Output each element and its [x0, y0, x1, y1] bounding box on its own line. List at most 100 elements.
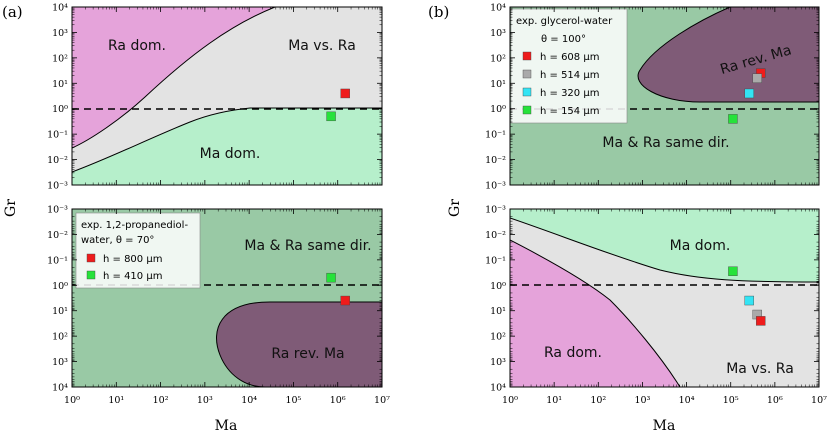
legend-b-title-1: exp. glycerol-water — [516, 16, 613, 27]
panel-a-top-frame — [71, 6, 383, 186]
y-tick-label: 10¹ — [52, 79, 68, 90]
region-ma-dom — [72, 108, 382, 185]
legend-b-entry-1: h = 608 μm — [540, 52, 599, 63]
y-tick-label: 10¹ — [490, 79, 506, 90]
legend-b-entry-4: h = 154 μm — [540, 106, 599, 117]
y-tick-label: 10³ — [52, 357, 68, 368]
legend-a: exp. 1,2-propanediol- water, θ = 70° h =… — [75, 212, 201, 289]
y-tick-label: 10⁰ — [490, 104, 506, 115]
label-ra-dom: Ra dom. — [108, 38, 166, 54]
y-tick-label: 10⁰ — [52, 104, 68, 115]
y-tick-label: 10² — [52, 332, 68, 343]
y-tick-label: 10⁻² — [47, 230, 68, 241]
region-ra-rev — [638, 7, 819, 102]
legend-a-marker-green — [86, 270, 96, 280]
y-tick-label: 10⁻² — [485, 155, 506, 166]
data-point-red — [340, 295, 350, 306]
y-tick-label: 10³ — [490, 28, 506, 39]
boundary-ra-rev — [637, 7, 819, 103]
x-tick-label: 10⁷ — [811, 395, 827, 406]
region-ra-dom — [510, 240, 680, 387]
legend-a-entry-1: h = 800 μm — [103, 254, 162, 265]
legend-a-title-2: water, θ = 70° — [81, 235, 154, 246]
legend-b-marker-green — [522, 105, 532, 115]
x-tick-label: 10⁶ — [330, 395, 346, 406]
y-tick-label: 10⁰ — [52, 281, 68, 292]
y-tick-label: 10⁻³ — [485, 181, 506, 192]
data-point-green — [326, 272, 336, 283]
y-tick-label: 10² — [490, 53, 506, 64]
y-tick-label: 10⁻¹ — [47, 255, 68, 266]
x-tick-label: 10¹ — [108, 395, 124, 406]
boundary-ra-dom — [510, 239, 681, 387]
y-tick-label: 10⁴ — [490, 3, 506, 14]
legend-a-box — [75, 212, 201, 289]
label-ma-dom: Ma dom. — [200, 146, 261, 162]
y-tick-label: 10⁴ — [490, 383, 506, 394]
x-tick-label: 10⁰ — [502, 395, 518, 406]
legend-b-entry-3: h = 320 μm — [540, 88, 599, 99]
legend-b-entry-2: h = 514 μm — [540, 70, 599, 81]
legend-a-entry-2: h = 410 μm — [103, 271, 162, 282]
label-ra-rev: Ra rev. Ma — [271, 346, 344, 362]
x-tick-label: 10⁴ — [679, 395, 695, 406]
data-point-green — [728, 114, 738, 124]
x-tick-label: 10⁵ — [285, 395, 301, 406]
y-tick-label: 10⁻¹ — [485, 255, 506, 266]
boundary-ra-ma — [72, 7, 276, 149]
data-point-gray — [752, 73, 762, 83]
y-tick-label: 10³ — [490, 357, 506, 368]
boundary-ma-dom — [510, 217, 819, 283]
panel-b-label: (b) — [428, 3, 449, 21]
label-ma-vs-ra: Ma vs. Ra — [288, 38, 356, 54]
panel-b-xlabel: Ma — [653, 418, 676, 434]
data-point-cyan — [744, 295, 754, 306]
data-point-red — [756, 316, 766, 326]
x-tick-label: 10³ — [197, 395, 213, 406]
legend-b-title-2: θ = 100° — [541, 34, 586, 45]
legend-a-marker-red — [86, 253, 96, 263]
label-same-dir: Ma & Ra same dir. — [244, 238, 371, 254]
x-tick-label: 10³ — [634, 395, 650, 406]
legend-b: exp. glycerol-water θ = 100° h = 608 μm … — [510, 8, 628, 124]
region-ra-dom — [72, 7, 275, 148]
x-tick-label: 10⁰ — [64, 395, 80, 406]
y-tick-label: 10⁻² — [47, 155, 68, 166]
x-tick-label: 10⁷ — [374, 395, 390, 406]
y-tick-label: 10⁻¹ — [485, 130, 506, 141]
y-tick-label: 10⁻³ — [47, 181, 68, 192]
panel-a-label: (a) — [2, 3, 23, 21]
region-ra-rev — [216, 302, 382, 387]
panel-a-bottom-plot: Ma & Ra same dir. Ra rev. Ma exp. 1,2-pr… — [47, 7, 390, 406]
label-ma-dom: Ma dom. — [670, 238, 731, 254]
data-point-green — [326, 111, 336, 122]
x-tick-label: 10⁵ — [723, 395, 739, 406]
x-tick-label: 10¹ — [546, 395, 562, 406]
y-tick-label: 10² — [490, 332, 506, 343]
x-tick-label: 10⁴ — [241, 395, 257, 406]
legend-a-title-1: exp. 1,2-propanediol- — [81, 220, 188, 231]
panel-b: (b) Gr Ma Ra rev. Ma Ma & Ra same dir. e… — [428, 3, 827, 434]
y-tick-label: 10⁰ — [490, 281, 506, 292]
region-ma-dom — [510, 209, 819, 282]
panel-a-ylabel: Gr — [3, 199, 19, 217]
y-tick-label: 10⁻¹ — [47, 130, 68, 141]
y-tick-label: 10² — [52, 53, 68, 64]
label-same-dir: Ma & Ra same dir. — [602, 135, 729, 151]
panel-a: (a) Gr Ma Ra dom. Ma vs. Ra Ma dom. 10⁴1… — [2, 3, 390, 434]
y-tick-label: 10⁻² — [485, 230, 506, 241]
boundary-ra-rev — [216, 301, 382, 387]
data-point-cyan — [744, 88, 754, 99]
label-ma-vs-ra: Ma vs. Ra — [726, 361, 794, 377]
panel-b-bottom-plot: Ma dom. Ra dom. Ma vs. Ra 10⁻³ 10⁻² 10⁻¹ 10… — [485, 7, 827, 406]
x-tick-label: 10² — [590, 395, 606, 406]
y-tick-label: 10¹ — [490, 306, 506, 317]
panel-a-bottom-frame — [71, 208, 383, 388]
legend-b-box — [510, 8, 628, 124]
label-ra-dom: Ra dom. — [544, 345, 602, 361]
y-tick-label: 10³ — [52, 28, 68, 39]
x-tick-label: 10⁶ — [767, 395, 783, 406]
legend-b-marker-gray — [522, 69, 532, 79]
y-tick-label: 10⁻³ — [47, 205, 68, 216]
